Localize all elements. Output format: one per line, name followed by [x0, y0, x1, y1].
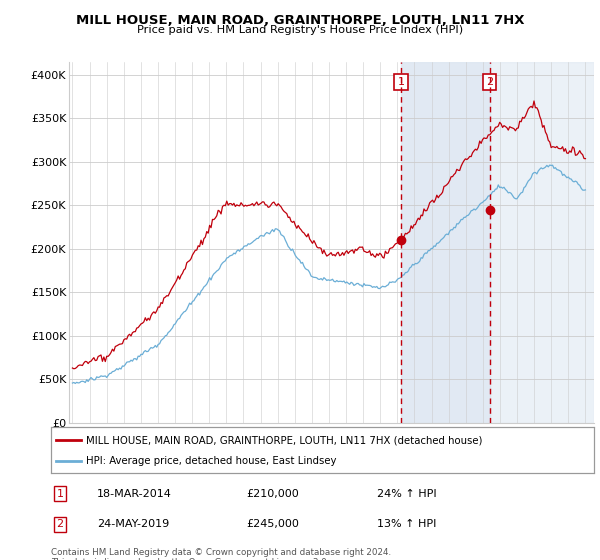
Text: MILL HOUSE, MAIN ROAD, GRAINTHORPE, LOUTH, LN11 7HX: MILL HOUSE, MAIN ROAD, GRAINTHORPE, LOUT…: [76, 14, 524, 27]
Bar: [401, 62, 490, 423]
Text: 1: 1: [56, 489, 64, 498]
Text: 24-MAY-2019: 24-MAY-2019: [97, 519, 169, 529]
Text: £245,000: £245,000: [247, 519, 299, 529]
Text: 2: 2: [56, 519, 64, 529]
Text: HPI: Average price, detached house, East Lindsey: HPI: Average price, detached house, East…: [86, 456, 337, 466]
Text: 1: 1: [397, 77, 404, 87]
Bar: [490, 62, 594, 423]
Text: Price paid vs. HM Land Registry's House Price Index (HPI): Price paid vs. HM Land Registry's House …: [137, 25, 463, 35]
Text: Contains HM Land Registry data © Crown copyright and database right 2024.
This d: Contains HM Land Registry data © Crown c…: [51, 548, 391, 560]
Text: 24% ↑ HPI: 24% ↑ HPI: [377, 489, 436, 498]
Text: 18-MAR-2014: 18-MAR-2014: [97, 489, 172, 498]
Text: 13% ↑ HPI: 13% ↑ HPI: [377, 519, 436, 529]
Text: 2: 2: [486, 77, 493, 87]
Text: £210,000: £210,000: [247, 489, 299, 498]
Text: MILL HOUSE, MAIN ROAD, GRAINTHORPE, LOUTH, LN11 7HX (detached house): MILL HOUSE, MAIN ROAD, GRAINTHORPE, LOUT…: [86, 435, 483, 445]
